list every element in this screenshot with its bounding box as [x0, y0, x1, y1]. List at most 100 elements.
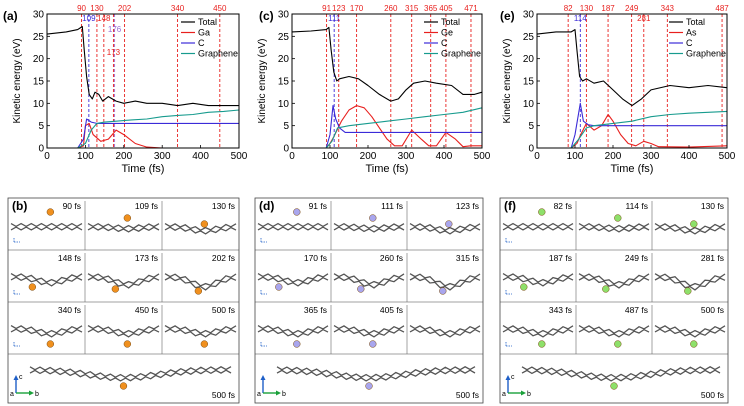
marker-label-281: 281 — [637, 14, 651, 23]
legend-label-total: Total — [441, 17, 460, 27]
marker-label-82: 82 — [564, 4, 573, 13]
graphene-sheet-r2c2 — [164, 325, 237, 334]
x-tick-label: 400 — [681, 151, 698, 162]
snapshot-panel-2: 82 fs 114 fs 130 fs 187 fs 249 fs 281 fs 343 f… — [499, 197, 729, 404]
snapshot-time-label: 123 fs — [456, 201, 479, 211]
snapshot-time-label: 187 fs — [549, 253, 572, 263]
x-tick-label: 200 — [360, 151, 377, 162]
x-axis-label: Time (fs) — [122, 163, 165, 175]
dopant-atom-r0c1 — [614, 214, 622, 222]
graphene-sheet-wide — [276, 366, 476, 379]
y-tick-label: 20 — [523, 54, 535, 65]
x-axis-label: Time (fs) — [366, 163, 409, 175]
series-line-ge — [292, 105, 482, 149]
graphene-sheet-r1c2 — [654, 276, 726, 291]
graphene-sheet-r2c1 — [87, 328, 160, 338]
x-tick-label: 300 — [398, 151, 415, 162]
y-tick-label: 15 — [33, 77, 45, 88]
plot-frame — [291, 13, 483, 149]
marker-label-170: 170 — [350, 4, 364, 13]
marker-label-176: 176 — [108, 25, 122, 34]
snapshot-time-label: 365 fs — [304, 305, 327, 315]
mini-axis-icon — [13, 341, 20, 347]
marker-label-487: 487 — [715, 4, 729, 13]
dopant-atom-r1c2 — [194, 287, 203, 295]
marker-label-111: 111 — [328, 14, 341, 23]
y-tick-label: 10 — [278, 99, 290, 110]
snapshot-time-label: 343 fs — [549, 305, 572, 315]
graphene-sheet-r0c2 — [164, 226, 237, 235]
graphene-sheet-wide — [29, 369, 232, 382]
x-tick-label: 500 — [231, 151, 248, 162]
dopant-atom-r0c0 — [293, 208, 301, 216]
snapshot-time-label: 249 fs — [625, 253, 648, 263]
snapshot-time-label: 148 fs — [58, 253, 81, 263]
axis-a-label: a — [502, 391, 506, 398]
legend-label-graphene: Graphene — [686, 49, 726, 59]
graphene-sheet-r2c1 — [87, 325, 160, 334]
series-line-graphene — [47, 109, 240, 149]
dopant-atom-r2c1 — [369, 340, 377, 348]
dopant-atom-r2c2 — [200, 340, 209, 348]
dopant-atom-r2c0 — [538, 340, 546, 348]
dopant-atom-r2c0 — [293, 340, 301, 348]
graphene-sheet-r1c1 — [333, 273, 405, 285]
axis-a-label: a — [10, 391, 14, 398]
x-tick-label: 0 — [534, 151, 540, 162]
series-line-total — [291, 26, 483, 102]
legend-label-ga: Ga — [198, 28, 210, 38]
graphene-sheet-r0c0 — [10, 226, 83, 231]
marker-label-343: 343 — [661, 4, 675, 13]
graphene-sheet-r2c2 — [409, 325, 481, 334]
snapshot-time-label: 500 fs — [212, 305, 235, 315]
graphene-sheet-r2c2 — [164, 328, 237, 338]
plot-frame — [46, 13, 240, 149]
mini-axis-icon — [260, 341, 267, 347]
graphene-sheet-r2c2 — [409, 328, 481, 338]
snapshot-time-label: 90 fs — [63, 201, 81, 211]
dopant-atom-r1c0 — [28, 283, 36, 291]
graphene-sheet-r1c1 — [87, 273, 160, 285]
graphene-sheet-r2c0 — [502, 328, 574, 338]
y-tick-label: 25 — [523, 32, 535, 43]
graphene-sheet-r2c2 — [654, 325, 726, 334]
snapshot-time-label: 173 fs — [135, 253, 158, 263]
mini-axis-icon — [260, 237, 267, 243]
x-tick-label: 100 — [322, 151, 339, 162]
legend-label-c: C — [441, 38, 448, 48]
snapshot-time-label: 500 fs — [212, 390, 235, 400]
graphene-sheet-r2c1 — [333, 328, 405, 338]
graphene-sheet-r2c0 — [257, 325, 329, 334]
x-tick-label: 100 — [567, 151, 584, 162]
snapshot-time-label: 130 fs — [212, 201, 235, 211]
snapshot-time-label: 170 fs — [304, 253, 327, 263]
marker-label-365: 365 — [424, 4, 438, 13]
graphene-sheet-r1c0 — [257, 273, 329, 283]
graphene-sheet-r1c2 — [164, 276, 237, 291]
marker-label-123: 123 — [332, 4, 346, 13]
dopant-atom-r1c2 — [439, 287, 447, 295]
panel-label: (a) — [3, 9, 18, 23]
axis-a-label: a — [257, 391, 261, 398]
axis-b-label: b — [35, 391, 39, 398]
dopant-atom-r0c0 — [46, 208, 54, 216]
y-tick-label: 30 — [33, 10, 45, 21]
mini-axis-icon — [260, 289, 267, 295]
y-tick-label: 25 — [278, 32, 290, 43]
series-line-ga — [47, 122, 239, 149]
series-line-total — [536, 29, 728, 107]
graphene-sheet-r2c1 — [578, 325, 650, 334]
axis-b-arrowhead — [521, 390, 526, 396]
axis-b-label: b — [527, 391, 531, 398]
graphene-sheet-wide — [521, 369, 721, 382]
legend-label-c: C — [686, 38, 693, 48]
dopant-atom-r2c0 — [46, 340, 54, 348]
graphene-sheet-r2c1 — [578, 328, 650, 338]
y-tick-label: 10 — [33, 99, 45, 110]
dopant-atom-r2c1 — [123, 340, 131, 348]
dopant-atom-r1c2 — [684, 287, 692, 295]
x-tick-label: 200 — [115, 151, 132, 162]
marker-label-114: 114 — [574, 14, 587, 23]
